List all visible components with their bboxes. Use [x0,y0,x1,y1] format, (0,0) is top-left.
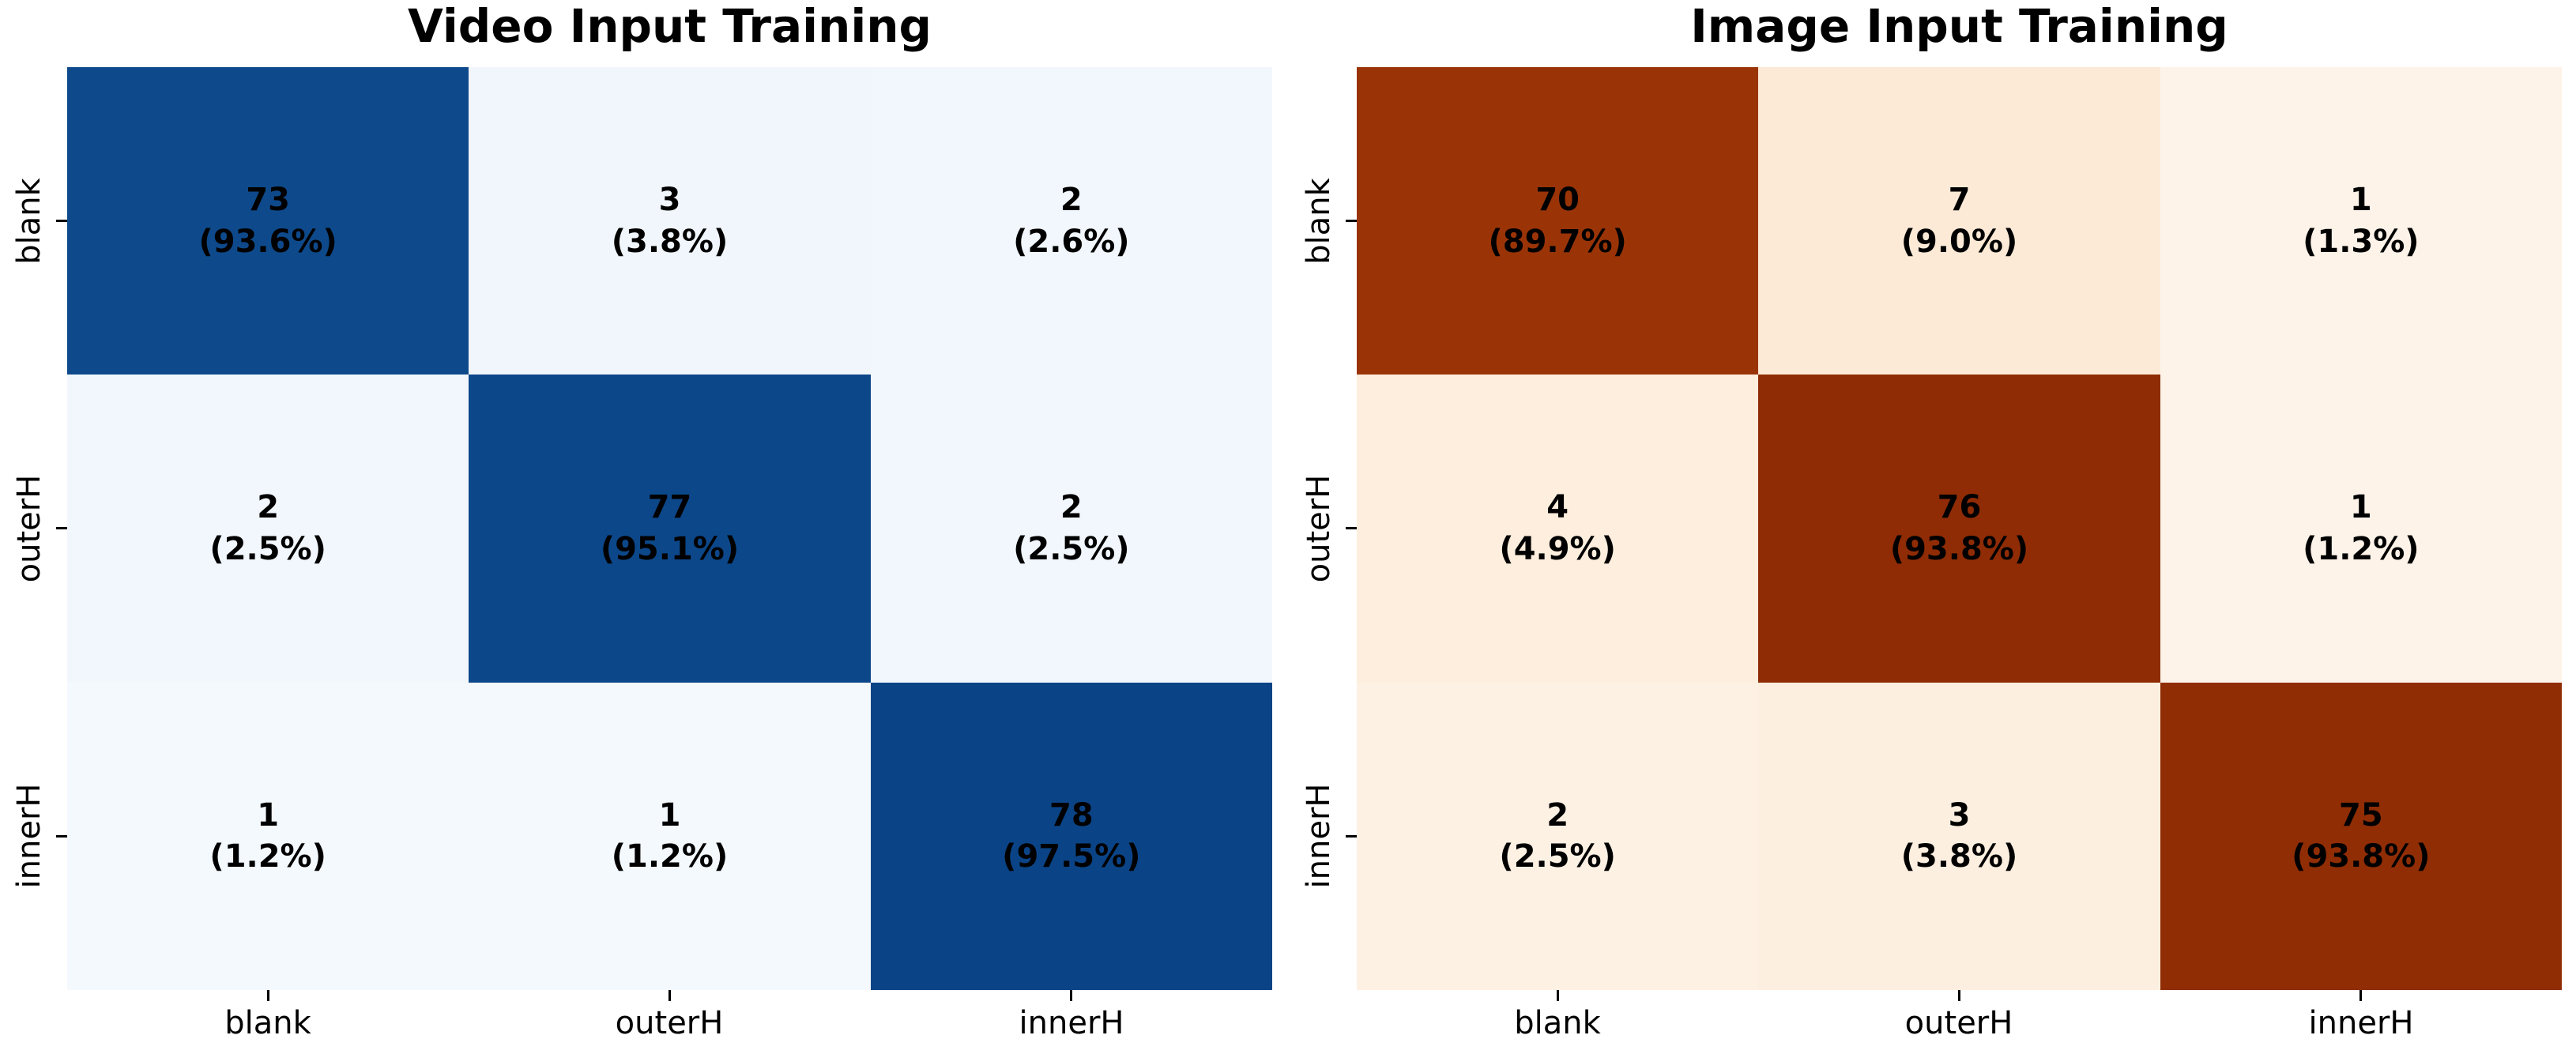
video-cell-blank-blank: 73 (93.6%) [67,67,469,375]
video-heatmap: 73 (93.6%) 3 (3.8%) 2 (2.6%) 2 (2.5%) 77… [67,67,1272,990]
cell-count: 76 [1937,489,1982,526]
y-tick-label: innerH [1301,783,1337,889]
cell-count: 78 [1049,796,1094,834]
y-tick-mark [56,835,67,838]
x-tick-mark [1070,990,1072,1001]
x-tick-label: outerH [1904,1005,2013,1041]
cell-percent: (1.2%) [2303,530,2420,567]
y-tick-label: blank [1301,178,1337,265]
x-tick-label: innerH [1019,1005,1124,1041]
cell-percent: (97.5%) [1002,838,1141,875]
video-panel: Video Input Training 73 (93.6%) 3 (3.8%)… [11,0,1272,1054]
cell-count: 70 [1535,181,1580,218]
cell-percent: (2.6%) [1013,223,1130,260]
cell-percent: (4.9%) [1499,530,1616,567]
image-heatmap: 70 (89.7%) 7 (9.0%) 1 (1.3%) 4 (4.9%) 76… [1357,67,2562,990]
image-panel: Image Input Training 70 (89.7%) 7 (9.0%)… [1301,0,2562,1054]
cell-count: 77 [647,489,692,526]
video-cell-innerH-blank: 1 (1.2%) [67,682,469,990]
image-cell-innerH-innerH: 75 (93.8%) [2160,682,2562,990]
cell-percent: (93.6%) [198,223,337,260]
cell-count: 75 [2338,796,2383,834]
cell-count: 1 [2349,181,2372,218]
cell-count: 7 [1948,181,1971,218]
x-tick-label: blank [1514,1005,1601,1041]
y-tick-label: blank [11,178,47,265]
y-tick-label: innerH [11,783,47,889]
cell-count: 1 [2349,489,2372,526]
x-tick-mark [267,990,269,1001]
image-cell-outerH-innerH: 1 (1.2%) [2160,375,2562,683]
y-tick-mark [56,220,67,222]
x-tick-label: blank [224,1005,311,1041]
x-tick-mark [2359,990,2362,1001]
cell-percent: (2.5%) [1013,530,1130,567]
cell-count: 4 [1546,489,1569,526]
cell-percent: (2.5%) [1499,838,1616,875]
y-tick-label: outerH [1301,474,1337,583]
y-tick-label: outerH [11,474,47,583]
y-tick-mark [1346,835,1357,838]
image-cell-blank-outerH: 7 (9.0%) [1758,67,2160,375]
video-cell-innerH-innerH: 78 (97.5%) [870,682,1272,990]
x-tick-mark [668,990,671,1001]
video-cell-outerH-innerH: 2 (2.5%) [870,375,1272,683]
cell-percent: (89.7%) [1488,223,1627,260]
video-panel-title: Video Input Training [407,0,932,53]
video-cell-innerH-outerH: 1 (1.2%) [469,682,871,990]
video-cell-blank-innerH: 2 (2.6%) [870,67,1272,375]
cell-percent: (3.8%) [611,223,729,260]
image-cell-blank-innerH: 1 (1.3%) [2160,67,2562,375]
x-tick-mark [1958,990,1960,1001]
image-cell-outerH-outerH: 76 (93.8%) [1758,375,2160,683]
cell-percent: (2.5%) [209,530,326,567]
y-tick-mark [1346,220,1357,222]
cell-count: 3 [658,181,681,218]
cell-percent: (1.2%) [209,838,326,875]
cell-percent: (3.8%) [1900,838,2018,875]
x-tick-label: outerH [615,1005,724,1041]
cell-count: 3 [1948,796,1971,834]
video-cell-blank-outerH: 3 (3.8%) [469,67,871,375]
image-cell-blank-blank: 70 (89.7%) [1357,67,1759,375]
cell-count: 73 [246,181,290,218]
cell-count: 2 [1060,181,1083,218]
cell-percent: (93.8%) [2292,838,2431,875]
x-tick-label: innerH [2308,1005,2414,1041]
video-cell-outerH-outerH: 77 (95.1%) [469,375,871,683]
image-panel-title: Image Input Training [1690,0,2228,53]
cell-count: 2 [1060,489,1083,526]
cell-count: 1 [658,796,681,834]
cell-count: 2 [257,489,280,526]
cell-percent: (9.0%) [1900,223,2018,260]
cell-percent: (1.3%) [2303,223,2420,260]
y-tick-mark [56,527,67,529]
cell-percent: (93.8%) [1889,530,2029,567]
image-cell-innerH-outerH: 3 (3.8%) [1758,682,2160,990]
video-cell-outerH-blank: 2 (2.5%) [67,375,469,683]
x-tick-mark [1557,990,1559,1001]
cell-count: 2 [1546,796,1569,834]
y-tick-mark [1346,527,1357,529]
image-cell-innerH-blank: 2 (2.5%) [1357,682,1759,990]
cell-percent: (1.2%) [611,838,729,875]
image-cell-outerH-blank: 4 (4.9%) [1357,375,1759,683]
cell-count: 1 [257,796,280,834]
cell-percent: (95.1%) [600,530,740,567]
